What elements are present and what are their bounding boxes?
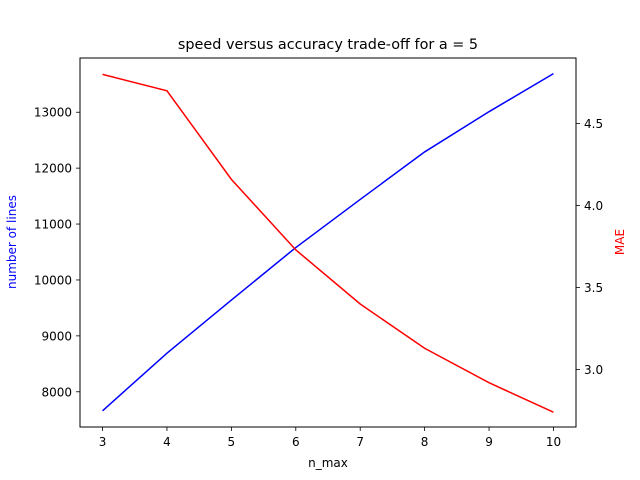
x-axis-label: n_max — [308, 456, 348, 470]
series-line-left — [102, 73, 554, 412]
x-tick-label: 10 — [546, 435, 561, 449]
left-axis-ticks: 8000 9000 10000 11000 12000 13000 — [34, 106, 80, 399]
x-tick-label: 9 — [485, 435, 493, 449]
left-tick-label: 12000 — [34, 162, 72, 176]
right-axis-ticks: 3.0 3.5 4.0 4.5 — [576, 117, 603, 377]
right-tick-label: 3.5 — [584, 281, 603, 295]
left-tick-label: 13000 — [34, 106, 72, 120]
left-tick-label: 11000 — [34, 218, 72, 232]
right-tick-label: 4.5 — [584, 117, 603, 131]
x-axis-ticks: 3 4 5 6 7 8 9 10 — [99, 427, 561, 449]
x-tick-label: 8 — [421, 435, 429, 449]
right-tick-label: 3.0 — [584, 363, 603, 377]
left-axis-label: number of lines — [5, 195, 19, 289]
left-tick-label: 9000 — [41, 329, 72, 343]
x-tick-label: 3 — [99, 435, 107, 449]
right-axis-label: MAE — [613, 229, 627, 255]
x-tick-label: 4 — [163, 435, 171, 449]
left-tick-label: 8000 — [41, 385, 72, 399]
plot-frame — [79, 57, 577, 428]
chart-title: speed versus accuracy trade-off for a = … — [178, 37, 478, 53]
left-tick-label: 10000 — [34, 273, 72, 287]
plot-lines — [102, 73, 554, 413]
x-tick-label: 6 — [292, 435, 300, 449]
right-tick-label: 4.0 — [584, 199, 603, 213]
x-tick-label: 7 — [356, 435, 364, 449]
x-tick-label: 5 — [228, 435, 236, 449]
series-line-right — [102, 73, 554, 413]
